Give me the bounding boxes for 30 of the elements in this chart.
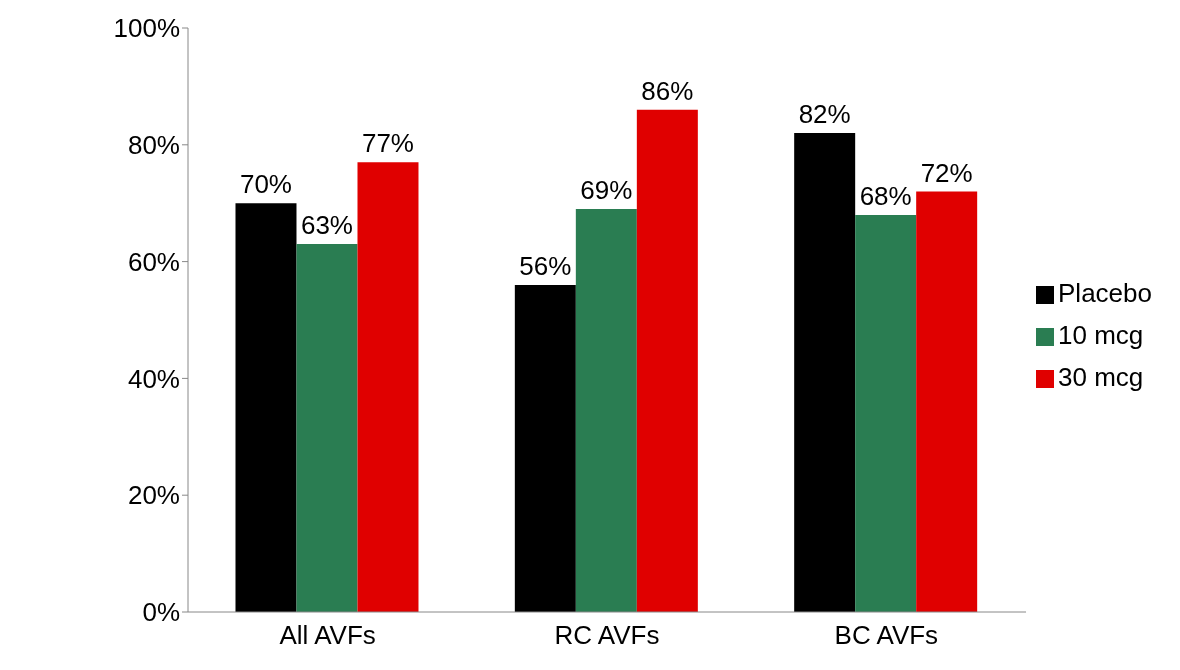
- data-label: 69%: [580, 175, 633, 206]
- bar: [357, 162, 419, 612]
- bar: [296, 244, 358, 612]
- x-tick-label: RC AVFs: [554, 620, 660, 651]
- y-tick-label: 80%: [127, 130, 180, 161]
- bar: [575, 209, 637, 612]
- y-tick-label: 60%: [127, 246, 180, 277]
- bar: [235, 203, 297, 612]
- bar: [855, 214, 917, 612]
- data-label: 82%: [798, 99, 851, 130]
- bar: [514, 284, 576, 612]
- legend-label: 10 mcg: [1058, 320, 1144, 350]
- data-label: 70%: [239, 169, 293, 200]
- bar: [636, 109, 698, 612]
- y-tick-label: 40%: [127, 363, 180, 394]
- legend-label: Placebo: [1058, 278, 1152, 308]
- x-tick-label: All AVFs: [279, 620, 376, 651]
- y-tick-label: 0%: [142, 597, 180, 628]
- data-label: 68%: [859, 180, 912, 211]
- bar: [794, 133, 856, 612]
- data-label: 56%: [519, 250, 572, 281]
- y-tick-label: 100%: [113, 13, 180, 44]
- bar: [916, 191, 978, 612]
- data-label: 72%: [920, 157, 973, 188]
- data-label: 63%: [300, 210, 354, 241]
- data-label: 86%: [641, 75, 694, 106]
- y-tick-label: 20%: [127, 480, 180, 511]
- x-tick-label: BC AVFs: [834, 620, 939, 651]
- data-label: 77%: [361, 128, 415, 159]
- legend-label: 30 mcg: [1058, 362, 1144, 392]
